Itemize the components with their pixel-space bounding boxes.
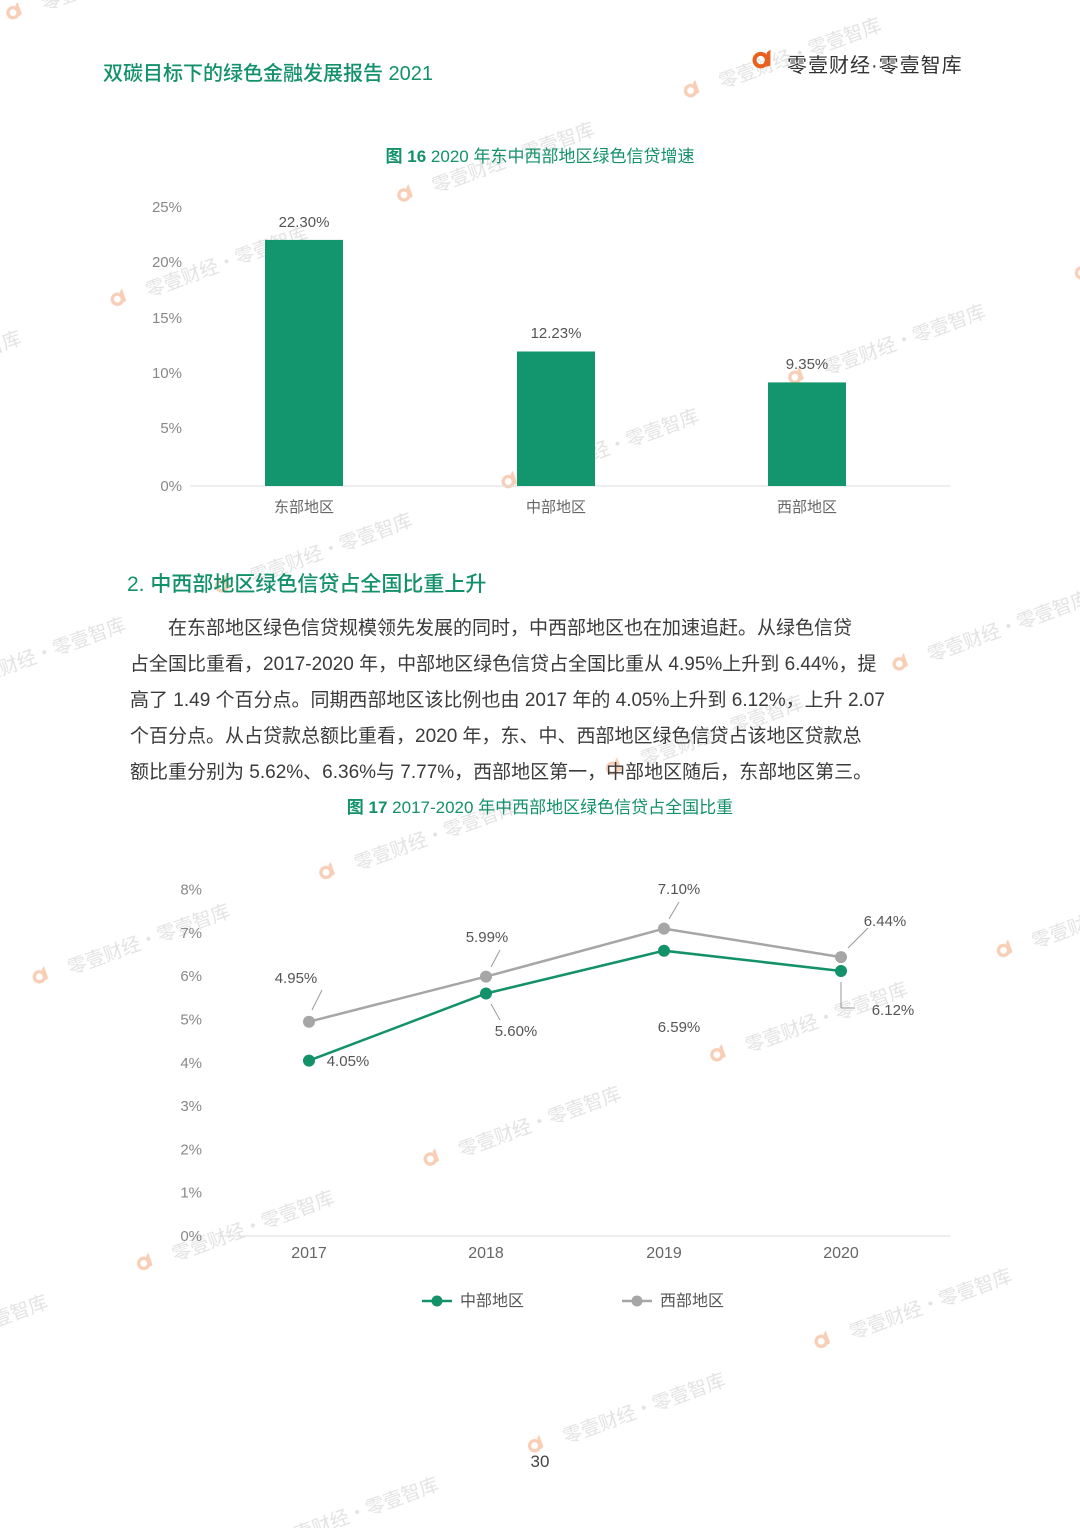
svg-text:5.99%: 5.99% [466,929,509,946]
svg-text:东部地区: 东部地区 [274,499,334,516]
svg-text:4.95%: 4.95% [275,970,318,987]
svg-text:22.30%: 22.30% [279,214,330,231]
svg-text:7%: 7% [180,925,202,942]
svg-text:6%: 6% [180,968,202,985]
svg-text:2019: 2019 [646,1245,682,1262]
svg-text:20%: 20% [152,254,182,271]
svg-text:8%: 8% [180,882,202,899]
svg-text:6.12%: 6.12% [872,1002,915,1019]
svg-text:6.44%: 6.44% [864,913,907,930]
svg-text:2018: 2018 [468,1245,504,1262]
svg-text:0%: 0% [180,1228,202,1245]
svg-text:7.10%: 7.10% [658,881,701,898]
svg-text:4.05%: 4.05% [327,1053,370,1070]
svg-text:2%: 2% [180,1141,202,1158]
svg-text:2020: 2020 [823,1245,859,1262]
svg-text:中部地区: 中部地区 [526,499,586,516]
svg-text:6.59%: 6.59% [658,1019,701,1036]
svg-text:12.23%: 12.23% [531,325,582,342]
svg-text:10%: 10% [152,365,182,382]
svg-text:5.60%: 5.60% [495,1023,538,1040]
svg-text:5%: 5% [180,1012,202,1029]
svg-text:1%: 1% [180,1185,202,1202]
svg-text:4%: 4% [180,1055,202,1072]
svg-text:5%: 5% [160,420,182,437]
svg-text:0%: 0% [160,478,182,495]
svg-text:中部地区: 中部地区 [460,1292,524,1310]
svg-text:15%: 15% [152,310,182,327]
svg-text:西部地区: 西部地区 [660,1292,724,1310]
svg-text:西部地区: 西部地区 [777,499,837,516]
svg-text:25%: 25% [152,199,182,216]
svg-text:9.35%: 9.35% [786,356,829,373]
svg-text:2017: 2017 [291,1245,327,1262]
svg-text:3%: 3% [180,1098,202,1115]
